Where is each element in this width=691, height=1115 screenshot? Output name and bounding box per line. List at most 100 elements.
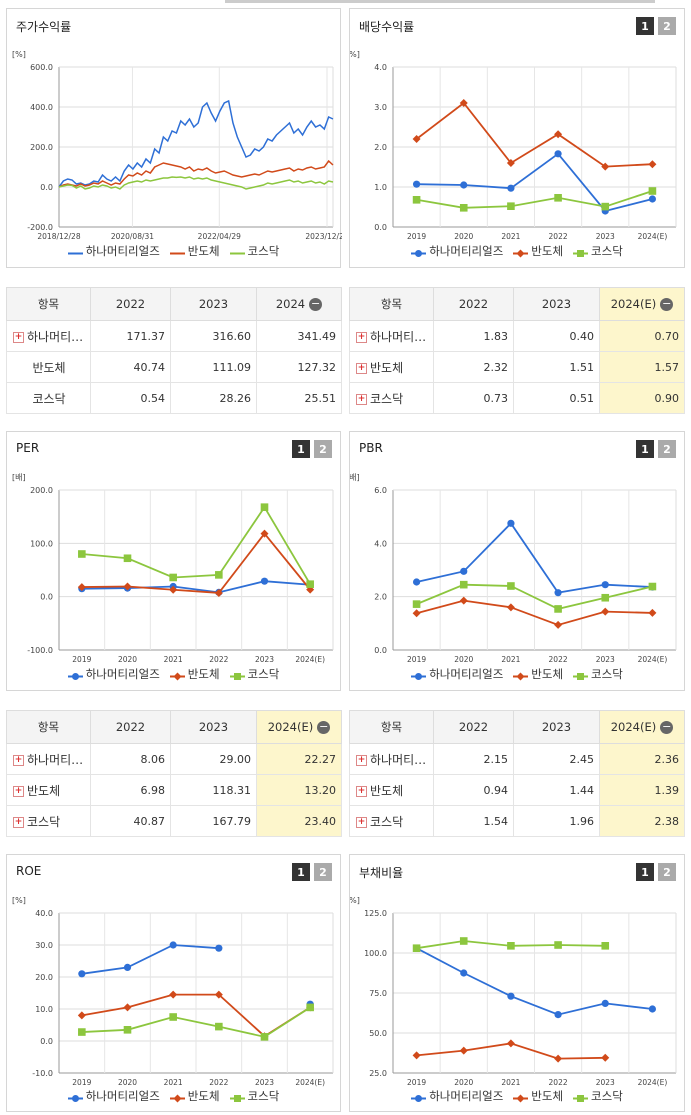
collapse-icon[interactable]: −	[660, 720, 674, 734]
legend-item: 하나머티리얼즈	[411, 243, 503, 259]
legend-marker	[169, 670, 185, 680]
row-label[interactable]: + 하나머티…	[6, 743, 91, 775]
expand-icon[interactable]: +	[356, 362, 367, 374]
cell-value: 2.15	[433, 743, 514, 775]
legend-item: 하나머티리얼즈	[411, 1088, 503, 1104]
table-row: + 하나머티… 1.83 0.40 0.70	[349, 320, 685, 352]
table-row: + 반도체 2.32 1.51 1.57	[349, 351, 685, 383]
data-point	[123, 554, 132, 563]
view-2-button[interactable]: 2	[658, 440, 676, 458]
table-row: + 코스닥 1.54 1.96 2.38	[349, 805, 685, 837]
y-tick-label: -100.0	[27, 646, 53, 655]
x-tick-label: 2019	[407, 655, 426, 664]
legend-label: 하나머티리얼즈	[85, 1089, 160, 1103]
data-point	[169, 585, 178, 594]
data-point	[169, 941, 177, 949]
cell-value: 6.98	[90, 774, 171, 806]
data-point	[554, 130, 563, 139]
legend-marker	[67, 670, 83, 680]
legend-marker	[411, 1092, 427, 1102]
x-tick-label: 2024(E)	[638, 1078, 668, 1087]
cell-value: 1.39	[599, 774, 685, 806]
legend-marker	[573, 247, 589, 257]
legend-label: 코스닥	[247, 1089, 280, 1103]
series-line	[416, 947, 653, 1016]
row-label[interactable]: + 하나머티…	[349, 320, 434, 352]
data-point	[306, 585, 315, 594]
collapse-icon[interactable]: −	[317, 720, 331, 734]
table-row: 반도체 40.74 111.09 127.32	[6, 351, 342, 383]
data-point	[123, 963, 132, 971]
cell-value: 0.94	[433, 774, 514, 806]
view-1-button[interactable]: 1	[636, 17, 654, 35]
legend-label: 하나머티리얼즈	[85, 244, 160, 258]
row-label[interactable]: + 코스닥	[349, 382, 434, 414]
expand-icon[interactable]: +	[356, 754, 367, 766]
x-tick-label: 2020	[118, 655, 137, 664]
collapse-icon[interactable]: −	[660, 297, 674, 311]
expand-icon[interactable]: +	[13, 816, 24, 828]
x-tick-label: 2018/12/28	[37, 232, 80, 241]
data-point	[601, 202, 610, 211]
expand-icon[interactable]: +	[356, 785, 367, 797]
table-row: 코스닥 0.54 28.26 25.51	[6, 382, 342, 414]
data-point	[459, 937, 468, 945]
data-point	[215, 1022, 223, 1031]
legend-label: 반도체	[531, 1089, 564, 1103]
legend-marker	[573, 670, 589, 680]
expand-icon[interactable]: +	[13, 785, 24, 797]
view-1-button[interactable]: 1	[636, 440, 654, 458]
unit-label: [%]	[350, 896, 360, 905]
data-point	[554, 620, 563, 629]
data-point	[412, 135, 421, 143]
cell-value: 341.49	[256, 320, 342, 352]
row-label[interactable]: + 반도체	[349, 774, 434, 806]
expand-icon[interactable]: +	[356, 393, 367, 405]
x-tick-label: 2020	[454, 1078, 473, 1087]
data-point	[507, 202, 515, 210]
cell-value: 1.83	[433, 320, 514, 352]
roe-chart: [%] 40.0 30.0 20.0 10.0 0.0 -10.0 2019 2020 2021 2…	[12, 896, 334, 1087]
row-label[interactable]: + 반도체	[349, 351, 434, 383]
column-header-year: 2022	[433, 710, 514, 744]
collapse-icon[interactable]: −	[309, 297, 323, 311]
legend-marker	[573, 1092, 589, 1102]
data-point	[601, 607, 610, 616]
expand-icon[interactable]: +	[13, 331, 24, 343]
legend-item: 코스닥	[229, 1088, 280, 1104]
series-line	[81, 944, 219, 975]
view-1-button[interactable]: 1	[636, 863, 654, 881]
expand-icon[interactable]: +	[13, 754, 24, 766]
view-2-button[interactable]: 2	[658, 17, 676, 35]
cell-value: 171.37	[90, 320, 171, 352]
row-label[interactable]: + 코스닥	[349, 805, 434, 837]
legend: 하나머티리얼즈 반도체 코스닥	[7, 1088, 340, 1104]
view-2-button[interactable]: 2	[314, 863, 332, 881]
column-header-item: 항목	[349, 287, 434, 321]
legend-item: 하나머티리얼즈	[67, 1088, 160, 1104]
view-1-button[interactable]: 1	[292, 440, 310, 458]
debt-ratio-panel: 부채비율 12 [%] 125.0 100.0 75.0 50.0 25.0 2019 202…	[349, 854, 685, 1112]
view-2-button[interactable]: 2	[314, 440, 332, 458]
row-label[interactable]: + 하나머티…	[6, 320, 91, 352]
data-point	[260, 529, 269, 538]
cell-value: 0.40	[513, 320, 600, 352]
expand-icon[interactable]: +	[356, 331, 367, 343]
view-1-button[interactable]: 1	[292, 863, 310, 881]
data-point	[601, 581, 609, 589]
legend: 하나머티리얼즈 반도체 코스닥	[350, 666, 684, 682]
row-label[interactable]: + 하나머티…	[349, 743, 434, 775]
row-label[interactable]: + 코스닥	[6, 805, 91, 837]
data-point	[648, 195, 657, 203]
series-1	[77, 529, 315, 597]
cell-value: 25.51	[256, 382, 342, 414]
view-2-button[interactable]: 2	[658, 863, 676, 881]
x-tick-label: 2023	[596, 232, 615, 241]
cell-value: 2.45	[513, 743, 600, 775]
x-tick-label: 2019	[407, 232, 426, 241]
expand-icon[interactable]: +	[356, 816, 367, 828]
row-label[interactable]: + 반도체	[6, 774, 91, 806]
cell-value: 0.73	[433, 382, 514, 414]
legend-marker	[67, 1092, 83, 1102]
